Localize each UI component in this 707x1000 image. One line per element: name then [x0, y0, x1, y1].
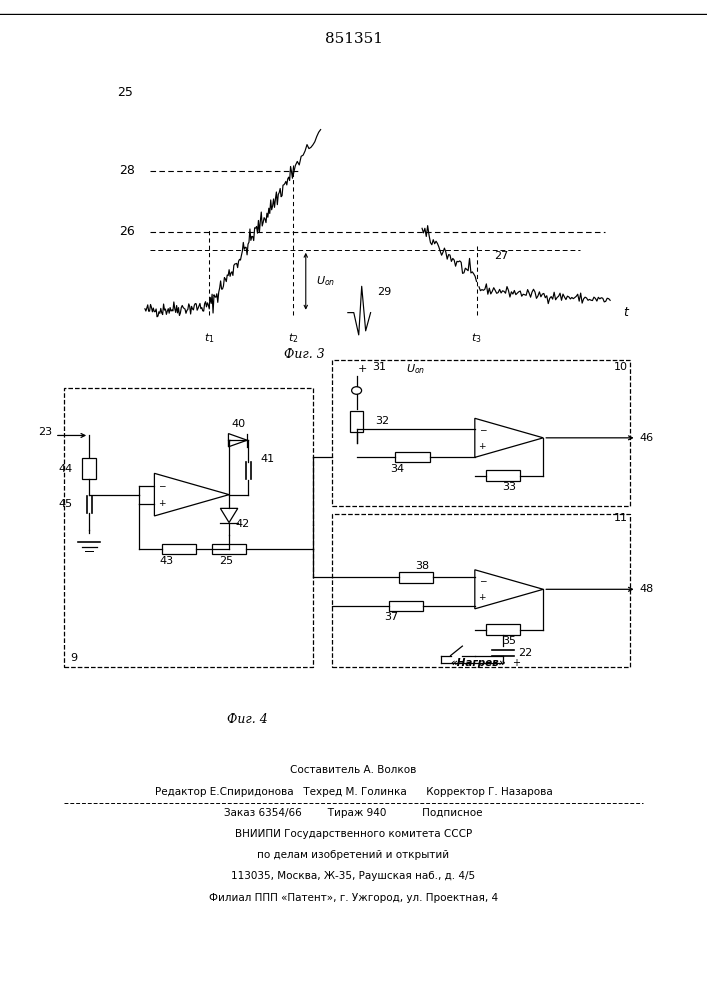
Text: $t_2$: $t_2$	[288, 331, 298, 345]
Text: 22: 22	[518, 648, 532, 658]
Text: +: +	[358, 364, 368, 374]
Text: «Нагрев»: «Нагрев»	[450, 658, 506, 668]
Text: 113035, Москва, Ж-35, Раушская наб., д. 4/5: 113035, Москва, Ж-35, Раушская наб., д. …	[231, 871, 476, 881]
Text: $t$: $t$	[623, 306, 630, 319]
Text: Филиал ППП «Патент», г. Ужгород, ул. Проектная, 4: Филиал ППП «Патент», г. Ужгород, ул. Про…	[209, 893, 498, 903]
Text: 10: 10	[614, 362, 628, 372]
Text: 45: 45	[58, 499, 72, 509]
Text: Редактор Е.Спиридонова   Техред М. Голинка      Корректор Г. Назарова: Редактор Е.Спиридонова Техред М. Голинка…	[155, 787, 552, 797]
Text: Фиг. 3: Фиг. 3	[284, 348, 325, 361]
Text: 25: 25	[219, 556, 233, 566]
Bar	[82, 458, 96, 479]
Text: 28: 28	[119, 164, 135, 177]
Text: −: −	[479, 576, 486, 585]
Bar	[395, 452, 430, 462]
Text: 27: 27	[494, 251, 508, 261]
Bar	[212, 544, 246, 554]
Text: по делам изобретений и открытий: по делам изобретений и открытий	[257, 850, 450, 860]
Bar	[350, 411, 363, 432]
Text: 32: 32	[375, 416, 390, 426]
Text: 44: 44	[58, 464, 72, 474]
Text: 25: 25	[117, 86, 133, 99]
Text: −: −	[158, 481, 165, 490]
Text: 31: 31	[372, 362, 386, 372]
Text: $U_{on}$: $U_{on}$	[406, 362, 426, 376]
Text: 33: 33	[502, 482, 516, 492]
Text: 46: 46	[640, 433, 654, 443]
Text: +: +	[512, 658, 520, 668]
Text: Фиг. 4: Фиг. 4	[227, 713, 268, 726]
Text: 41: 41	[260, 454, 274, 464]
Text: 42: 42	[235, 519, 250, 529]
Text: 40: 40	[231, 419, 245, 429]
Text: ВНИИПИ Государственного комитета СССР: ВНИИПИ Государственного комитета СССР	[235, 829, 472, 839]
Bar	[332, 360, 631, 506]
Text: 23: 23	[37, 427, 52, 437]
Bar	[486, 470, 520, 481]
Bar	[390, 601, 423, 611]
Text: $U_{on}$: $U_{on}$	[316, 274, 335, 288]
Text: +: +	[479, 593, 486, 602]
Text: +: +	[479, 442, 486, 451]
Text: 9: 9	[71, 653, 78, 663]
Text: +: +	[158, 499, 165, 508]
Bar	[64, 388, 313, 667]
Text: 38: 38	[415, 561, 429, 571]
Text: 37: 37	[384, 612, 398, 622]
Text: 11: 11	[614, 513, 628, 523]
Text: 29: 29	[378, 287, 392, 297]
Text: Заказ 6354/66        Тираж 940           Подписное: Заказ 6354/66 Тираж 940 Подписное	[224, 808, 483, 818]
Text: Составитель А. Волков: Составитель А. Волков	[291, 765, 416, 775]
Text: 34: 34	[390, 464, 404, 474]
Text: 48: 48	[640, 584, 654, 594]
Bar	[486, 624, 520, 635]
Bar	[162, 544, 197, 554]
Bar	[399, 572, 433, 583]
Text: 851351: 851351	[325, 32, 382, 46]
Text: 35: 35	[502, 636, 516, 646]
Text: $t_1$: $t_1$	[204, 331, 214, 345]
Bar	[332, 514, 631, 667]
Text: −: −	[479, 425, 486, 434]
Text: $t_3$: $t_3$	[471, 331, 482, 345]
Text: 43: 43	[160, 556, 174, 566]
Text: 26: 26	[119, 225, 135, 238]
